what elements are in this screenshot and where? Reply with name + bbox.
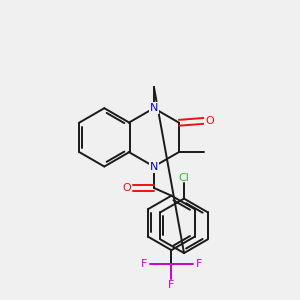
Text: N: N: [150, 161, 158, 172]
Text: Cl: Cl: [178, 173, 190, 183]
Text: F: F: [196, 259, 202, 269]
Text: N: N: [150, 103, 158, 113]
Text: O: O: [122, 183, 131, 193]
Text: F: F: [168, 280, 175, 290]
Text: O: O: [205, 116, 214, 126]
Text: F: F: [140, 259, 147, 269]
